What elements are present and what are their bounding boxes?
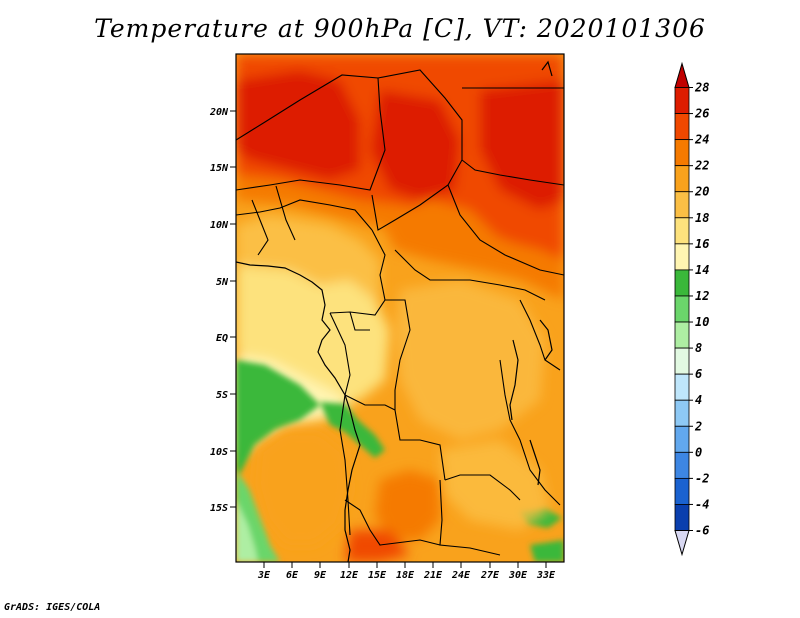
- colorbar-segment: [674, 139, 690, 167]
- lon-label: 30E: [508, 570, 528, 581]
- colorbar-label: 18: [695, 211, 709, 225]
- colorbar-segment: [674, 295, 690, 323]
- lat-label: 5S: [216, 390, 228, 401]
- map-frame: [235, 53, 565, 563]
- lon-label: 12E: [340, 570, 359, 581]
- colorbar-segment: [674, 504, 690, 531]
- footer-credit: GrADS: IGES/COLA: [4, 602, 101, 613]
- lat-label: EQ: [216, 333, 228, 344]
- lat-label: 10N: [210, 220, 229, 231]
- colorbar-label: 8: [695, 341, 702, 355]
- colorbar-segment: [674, 399, 690, 427]
- colorbar-label: 4: [695, 393, 702, 407]
- colorbar-label: 24: [694, 133, 709, 147]
- colorbar-segment: [674, 373, 690, 401]
- lon-label: 3E: [257, 570, 271, 581]
- colorbar-label: 6: [695, 367, 702, 381]
- colorbar-label: -6: [695, 524, 709, 538]
- colorbar-label: 28: [694, 81, 709, 95]
- colorbar-segment: [674, 347, 690, 375]
- colorbar-segment: [674, 269, 690, 297]
- latitude-axis: 20N 15N 10N 5N EQ 5S 10S 15S: [209, 107, 236, 514]
- colorbar-label: 20: [694, 185, 709, 199]
- country-borders: [236, 69, 564, 556]
- colorbar-label: 14: [695, 263, 709, 277]
- longitude-axis: 3E 6E 9E 12E 15E 18E 21E 24E 27E 30E 33E: [257, 562, 556, 581]
- colorbar-label: 2: [694, 419, 702, 433]
- colorbar-segment: [674, 165, 690, 193]
- colorbar-label: 0: [695, 445, 702, 459]
- colorbar-bottom-arrow: [674, 530, 690, 557]
- colorbar-segment: [674, 217, 690, 245]
- colorbar-segment: [674, 113, 690, 141]
- colorbar-label: 12: [695, 289, 709, 303]
- lon-label: 6E: [286, 570, 299, 581]
- colorbar-segment: [674, 191, 690, 219]
- temperature-field: [236, 54, 564, 562]
- lat-label: 15N: [210, 163, 229, 174]
- lat-label: 10S: [210, 447, 228, 458]
- lon-label: 15E: [368, 570, 387, 581]
- colorbar-label: 16: [695, 237, 709, 251]
- lon-label: 27E: [480, 570, 500, 581]
- lat-label: 20N: [209, 107, 229, 118]
- colorbar-segment: [674, 425, 690, 453]
- lon-label: 21E: [423, 570, 443, 581]
- coastline: [236, 261, 361, 562]
- colorbar-label: 10: [695, 315, 709, 329]
- colorbar-label: -2: [695, 471, 709, 485]
- lon-label: 33E: [536, 570, 556, 581]
- colorbar-label: -4: [695, 497, 709, 511]
- lat-label: 5N: [216, 277, 229, 288]
- colorbar-label: 22: [694, 159, 709, 173]
- colorbar-segment: [674, 87, 690, 114]
- lakes: [509, 60, 553, 486]
- colorbar-segment: [674, 451, 690, 479]
- colorbar-top-arrow: [674, 61, 690, 88]
- lon-label: 9E: [314, 570, 327, 581]
- lon-label: 18E: [396, 570, 415, 581]
- colorbar-segment: [674, 321, 690, 349]
- colorbar-segment: [674, 477, 690, 505]
- colorbar-label: 26: [694, 107, 709, 121]
- map-title: Temperature at 900hPa [C], VT: 202010130…: [94, 14, 706, 43]
- lat-label: 15S: [210, 503, 228, 514]
- lon-label: 24E: [451, 570, 471, 581]
- colorbar-segment: [674, 243, 690, 271]
